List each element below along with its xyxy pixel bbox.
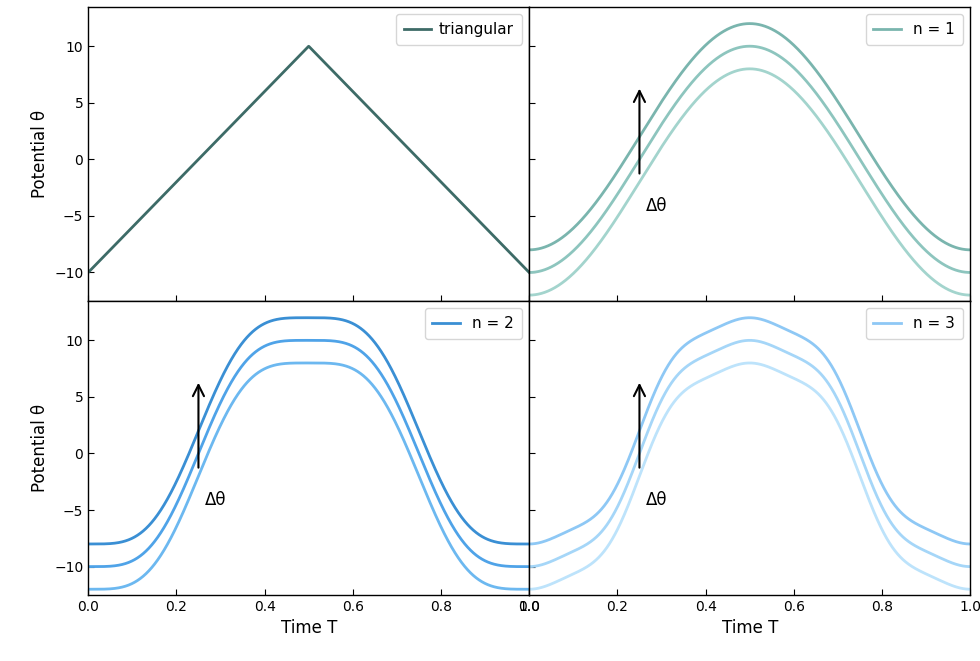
Text: Δθ: Δθ <box>646 197 667 215</box>
X-axis label: Time T: Time T <box>280 619 337 637</box>
Y-axis label: Potential θ: Potential θ <box>30 404 49 492</box>
Legend: n = 2: n = 2 <box>424 309 521 338</box>
Legend: triangular: triangular <box>396 15 521 44</box>
Y-axis label: Potential θ: Potential θ <box>30 110 49 198</box>
Legend: n = 3: n = 3 <box>865 309 962 338</box>
Text: Δθ: Δθ <box>205 491 226 509</box>
Legend: n = 1: n = 1 <box>865 15 962 44</box>
Text: Δθ: Δθ <box>646 491 667 509</box>
X-axis label: Time T: Time T <box>721 619 778 637</box>
